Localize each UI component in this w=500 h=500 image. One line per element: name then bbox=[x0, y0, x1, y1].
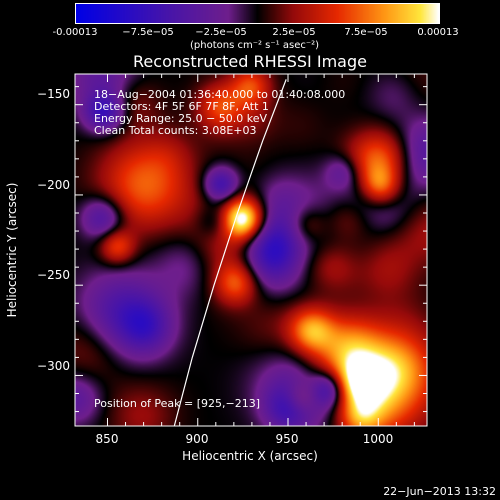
footer-date: 22−Jun−2013 13:32 bbox=[383, 485, 496, 498]
y-tick-label: −150 bbox=[37, 87, 70, 101]
colorbar-tick-5: 0.00013 bbox=[417, 27, 459, 38]
solar-limb-curve bbox=[173, 79, 287, 427]
y-tick-label: −200 bbox=[37, 178, 70, 192]
annotation-peak: Position of Peak = [925,−213] bbox=[94, 397, 261, 410]
x-tick-label: 900 bbox=[185, 432, 209, 446]
chart-title: Reconstructed RHESSI Image bbox=[133, 52, 367, 71]
colorbar-tick-2: −2.5e−05 bbox=[195, 27, 247, 38]
y-tick-label: −250 bbox=[37, 268, 70, 282]
x-tick-label: 1000 bbox=[362, 432, 394, 446]
colorbar bbox=[75, 3, 440, 24]
annotation-time: 18−Aug−2004 01:36:40.000 to 01:40:08.000 bbox=[94, 88, 346, 101]
colorbar-tick-0: -0.00013 bbox=[52, 27, 98, 38]
annotation-detectors: Detectors: 4F 5F 6F 7F 8F, Att 1 bbox=[94, 100, 269, 113]
annotation-method: Clean Total counts: 3.08E+03 bbox=[94, 124, 257, 137]
y-tick-label: −300 bbox=[37, 359, 70, 373]
x-tick-label: 850 bbox=[95, 432, 119, 446]
heatmap bbox=[75, 74, 427, 426]
colorbar-units: (photons cm⁻² s⁻¹ asec⁻²) bbox=[190, 40, 320, 51]
colorbar-tick-3: 2.5e−05 bbox=[272, 27, 316, 38]
colorbar-tick-4: 7.5e−05 bbox=[344, 27, 388, 38]
colorbar-tick-1: −7.5e−05 bbox=[122, 27, 174, 38]
y-axis-label: Heliocentric Y (arcsec) bbox=[5, 182, 19, 318]
x-axis-label: Heliocentric X (arcsec) bbox=[182, 449, 318, 463]
plot-frame bbox=[74, 73, 428, 427]
x-tick-label: 950 bbox=[275, 432, 299, 446]
axis-ticks bbox=[75, 74, 427, 426]
annotation-energy: Energy Range: 25.0 − 50.0 keV bbox=[94, 112, 268, 125]
